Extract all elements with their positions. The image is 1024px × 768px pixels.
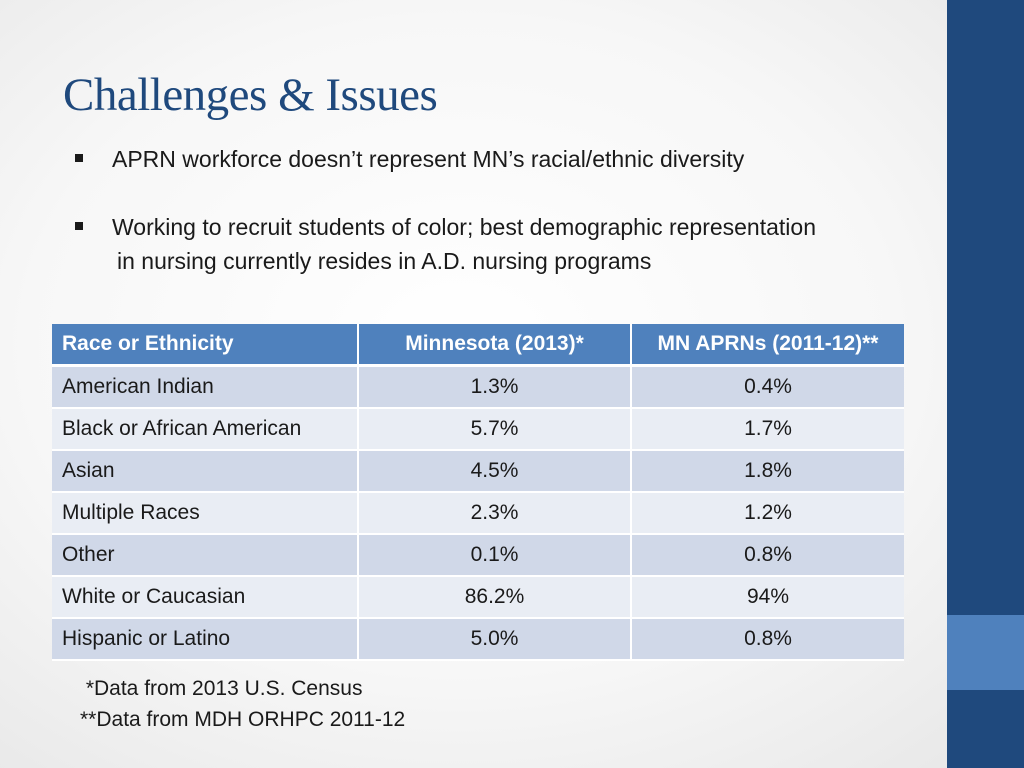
- footnote-census: *Data from 2013 U.S. Census: [80, 677, 363, 700]
- cell-minnesota: 2.3%: [358, 492, 632, 535]
- cell-minnesota: 1.3%: [358, 365, 632, 409]
- cell-race: Hispanic or Latino: [52, 618, 359, 661]
- bullet-text: APRN workforce doesn’t represent MN’s ra…: [112, 146, 745, 172]
- cell-race: Asian: [52, 450, 359, 493]
- cell-aprns: 0.8%: [631, 618, 904, 661]
- cell-aprns: 1.7%: [631, 408, 904, 451]
- square-bullet-icon: [75, 154, 83, 162]
- cell-aprns: 94%: [631, 576, 904, 619]
- cell-aprns: 0.8%: [631, 534, 904, 577]
- cell-minnesota: 4.5%: [358, 450, 632, 493]
- cell-race: Black or African American: [52, 408, 359, 451]
- slide-title: Challenges & Issues: [63, 69, 438, 121]
- table-row: Asian 4.5% 1.8%: [52, 450, 904, 493]
- footnotes: *Data from 2013 U.S. Census **Data from …: [80, 673, 405, 735]
- bullet-item: APRN workforce doesn’t represent MN’s ra…: [75, 142, 935, 176]
- table-header-row: Race or Ethnicity Minnesota (2013)* MN A…: [52, 324, 904, 367]
- cell-minnesota: 5.0%: [358, 618, 632, 661]
- table-row: Other 0.1% 0.8%: [52, 534, 904, 577]
- table-row: Black or African American 5.7% 1.7%: [52, 408, 904, 451]
- cell-minnesota: 5.7%: [358, 408, 632, 451]
- bullet-text-continued: in nursing currently resides in A.D. nur…: [117, 248, 652, 274]
- cell-minnesota: 86.2%: [358, 576, 632, 619]
- bullet-list: APRN workforce doesn’t represent MN’s ra…: [75, 142, 935, 278]
- bullet-item: Working to recruit students of color; be…: [75, 210, 935, 278]
- cell-aprns: 1.2%: [631, 492, 904, 535]
- table-row: White or Caucasian 86.2% 94%: [52, 576, 904, 619]
- cell-aprns: 1.8%: [631, 450, 904, 493]
- table-row: American Indian 1.3% 0.4%: [52, 365, 904, 409]
- square-bullet-icon: [75, 222, 83, 230]
- side-accent-block: [947, 615, 1024, 690]
- cell-race: Multiple Races: [52, 492, 359, 535]
- cell-race: Other: [52, 534, 359, 577]
- cell-aprns: 0.4%: [631, 365, 904, 409]
- table-row: Multiple Races 2.3% 1.2%: [52, 492, 904, 535]
- cell-race: American Indian: [52, 365, 359, 409]
- footnote-mdh: **Data from MDH ORHPC 2011-12: [80, 708, 406, 731]
- column-header-aprns: MN APRNs (2011-12)**: [631, 324, 904, 367]
- bullet-text: Working to recruit students of color; be…: [112, 214, 816, 240]
- cell-race: White or Caucasian: [52, 576, 359, 619]
- cell-minnesota: 0.1%: [358, 534, 632, 577]
- table-row: Hispanic or Latino 5.0% 0.8%: [52, 618, 904, 661]
- column-header-minnesota: Minnesota (2013)*: [358, 324, 632, 367]
- column-header-race: Race or Ethnicity: [52, 324, 359, 367]
- race-ethnicity-table: Race or Ethnicity Minnesota (2013)* MN A…: [52, 324, 904, 661]
